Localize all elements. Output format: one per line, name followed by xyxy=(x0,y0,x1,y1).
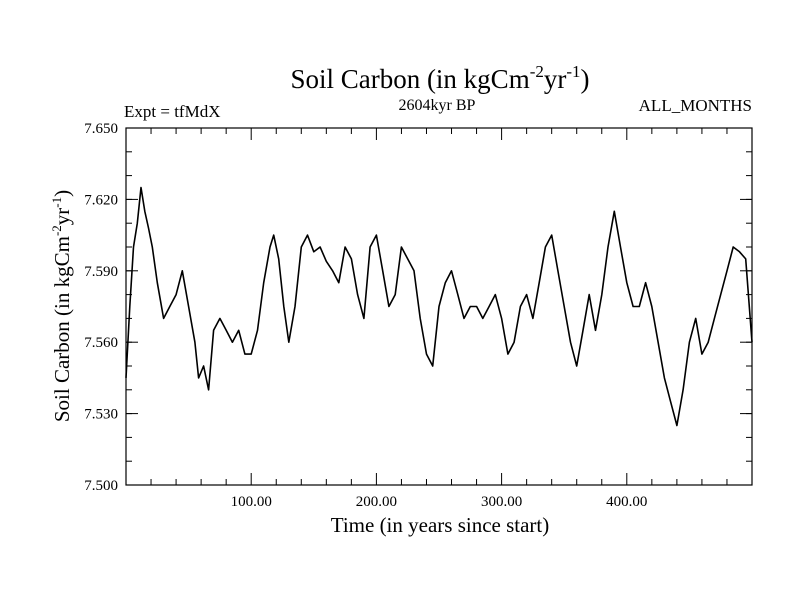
x-tick-label: 400.00 xyxy=(606,494,647,510)
x-axis-label: Time (in years since start) xyxy=(331,513,550,537)
x-tick-label: 100.00 xyxy=(231,494,272,510)
y-tick-label: 7.650 xyxy=(84,121,118,137)
y-tick-label: 7.500 xyxy=(84,478,118,494)
months-label: ALL_MONTHS xyxy=(639,96,752,115)
series-line xyxy=(125,186,753,427)
period-label: 2604kyr BP xyxy=(399,97,476,114)
y-axis-label: Soil Carbon (in kgCm-2yr-1) xyxy=(49,190,74,422)
y-tick-label: 7.530 xyxy=(84,407,118,423)
y-tick-label: 7.590 xyxy=(84,264,118,280)
y-tick-label: 7.620 xyxy=(84,192,118,208)
x-tick-label: 200.00 xyxy=(356,494,397,510)
tick-labels: 100.00 200.00 300.00 400.00 7.500 7.530 7.560 7… xyxy=(84,121,647,510)
chart-title: Soil Carbon (in kgCm-2yr-1) xyxy=(290,62,589,94)
plot-frame xyxy=(125,127,753,486)
experiment-label: Expt = tfMdX xyxy=(124,102,220,121)
y-tick-label: 7.560 xyxy=(84,335,118,351)
x-tick-label: 300.00 xyxy=(481,494,522,510)
